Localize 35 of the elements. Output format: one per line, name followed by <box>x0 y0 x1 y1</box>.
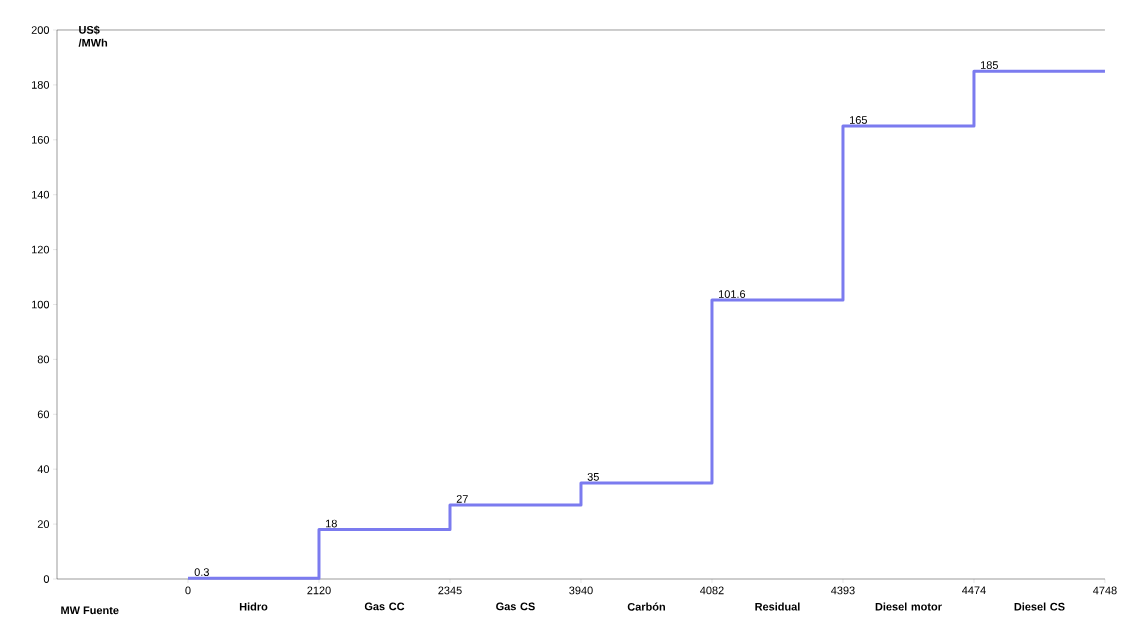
y-tick-label: 0 <box>43 575 50 583</box>
x-tick-label: 4748 <box>1093 586 1117 595</box>
text: Diesel CS <box>1014 602 1065 611</box>
text: Gas CC <box>364 602 405 611</box>
text: Hidro <box>239 602 268 611</box>
data-label: 0.3 <box>194 568 209 576</box>
x-tick-label: 2120 <box>307 586 331 595</box>
x-tick-label: 4393 <box>831 586 855 595</box>
y-tick-label: 180 <box>32 81 50 89</box>
x-tick-label: 4082 <box>700 586 724 595</box>
x-tick-label: 0 <box>185 586 191 595</box>
y-tick-label: 40 <box>37 465 50 474</box>
text: Residual <box>755 602 800 611</box>
data-label: 101.6 <box>719 290 746 298</box>
text: Diesel motor <box>875 602 942 611</box>
data-label: 185 <box>981 61 998 69</box>
y-tick-label: 120 <box>32 245 50 254</box>
data-label: 27 <box>456 495 468 503</box>
y-tick-label: 100 <box>32 300 50 309</box>
x-axis-title: MW Fuente <box>61 606 119 615</box>
data-label: 35 <box>587 472 599 481</box>
y-tick-label: 200 <box>31 26 50 34</box>
y-axis-title: US$ /MWh <box>78 25 108 47</box>
x-tick-label: 3940 <box>569 586 593 595</box>
y-tick-label: 160 <box>32 135 50 144</box>
data-label: 165 <box>850 116 867 124</box>
x-tick-label: 4474 <box>962 586 986 595</box>
data-label: 18 <box>326 519 337 528</box>
x-tick-label: 2345 <box>438 586 462 595</box>
y-tick-label: 80 <box>37 355 50 364</box>
y-tick-label: 20 <box>37 520 50 528</box>
text: Carbón <box>627 602 665 611</box>
text: Gas CS <box>496 602 535 611</box>
y-tick-label: 60 <box>37 410 50 419</box>
y-tick-label: 140 <box>32 190 50 199</box>
